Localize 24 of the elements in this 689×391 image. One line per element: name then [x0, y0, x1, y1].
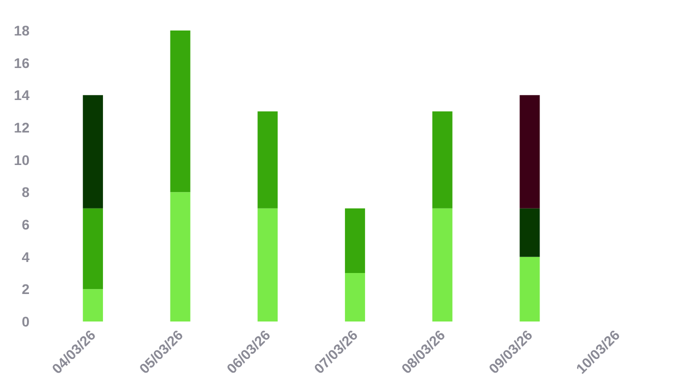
y-tick-label: 0: [22, 314, 30, 330]
bar: [170, 30, 190, 192]
y-tick-label: 8: [22, 184, 30, 200]
bar: [432, 208, 452, 322]
y-tick-label: 18: [14, 22, 30, 38]
bar: [82, 95, 103, 208]
y-tick-label: 12: [14, 120, 30, 136]
bar: [170, 192, 190, 322]
bar: [258, 208, 278, 322]
y-tick-label: 10: [14, 152, 30, 168]
bar: [82, 289, 103, 322]
bar: [520, 256, 540, 322]
bar: [520, 95, 540, 208]
bar: [258, 111, 278, 208]
y-tick-label: 6: [22, 216, 30, 232]
y-tick-label: 2: [22, 281, 30, 298]
bar: [82, 208, 103, 290]
y-tick-label: 14: [14, 87, 30, 104]
bar: [432, 111, 452, 208]
y-tick-label: 16: [14, 54, 30, 71]
bar: [520, 208, 540, 257]
bar: [344, 208, 366, 273]
bar: [344, 273, 366, 322]
y-tick-label: 4: [22, 248, 30, 265]
